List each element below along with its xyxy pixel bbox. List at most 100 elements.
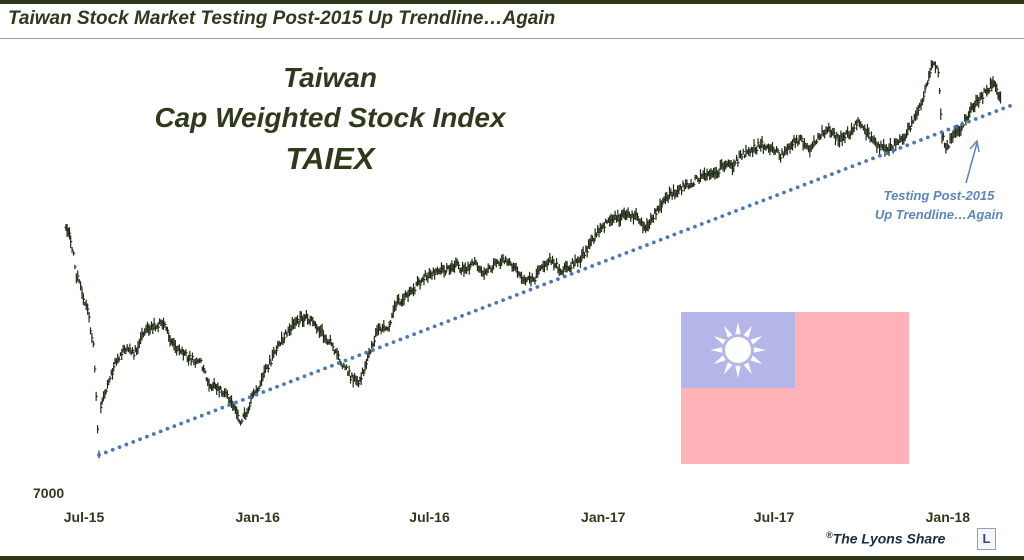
trendline-dot: [603, 258, 608, 263]
trendline-dot: [562, 274, 567, 279]
trendline-dot: [275, 384, 279, 389]
trendline-dot: [740, 206, 745, 211]
trendline-dot: [583, 266, 588, 271]
chart-title-line-3: TAIEX: [285, 141, 375, 176]
trendline-dot: [494, 300, 499, 305]
trendline-dot: [501, 298, 506, 303]
trendline-dot: [234, 400, 238, 405]
trendline-dot: [645, 243, 649, 247]
trendline-dot: [843, 166, 848, 171]
credit-text: The Lyons Share: [832, 530, 946, 547]
trendline-dot: [809, 180, 814, 184]
trendline-dot: [199, 413, 204, 418]
sun-ray: [713, 355, 726, 364]
trendline-dot: [857, 161, 862, 166]
trendline-dot: [131, 440, 136, 444]
trendline-dot: [432, 324, 437, 329]
trendline-dot: [261, 390, 266, 394]
trendline-dot: [227, 403, 232, 408]
trendline-dot: [686, 227, 690, 232]
trendline-dot: [508, 295, 512, 300]
trendline-dot: [836, 169, 841, 174]
trendline-dot: [439, 321, 444, 326]
sun-ray: [743, 325, 752, 338]
trendline-dot: [405, 335, 410, 339]
trendline-dot: [309, 371, 314, 376]
trendline-dot: [884, 151, 889, 156]
trendline-dot: [364, 350, 369, 355]
trendline-dot: [343, 358, 348, 363]
trendline-dot: [651, 240, 656, 245]
trendline-dot: [103, 450, 108, 455]
trendline-dot: [117, 445, 122, 450]
trendline-dot: [377, 345, 382, 350]
chart-title-line-2: Cap Weighted Stock Index: [154, 102, 506, 133]
trendline-dot: [891, 148, 896, 153]
sun-ray: [710, 347, 723, 353]
chart-title-line-1: Taiwan: [283, 62, 377, 93]
sun-ray: [735, 365, 741, 378]
taiwan-flag: [681, 312, 909, 464]
trendline-dot: [145, 434, 149, 439]
trendline-dot: [617, 253, 622, 258]
x-tick-label: Jul-15: [64, 509, 105, 525]
trendline-dot: [782, 190, 786, 195]
trendline-dot: [288, 379, 293, 384]
trendline-dot: [398, 337, 403, 342]
trendline-dot: [597, 261, 601, 266]
trendline-dot: [919, 138, 923, 142]
trendline-dot: [124, 442, 129, 447]
trendline-dot: [371, 348, 375, 352]
trendline-dot: [761, 198, 766, 203]
trendline-dot: [179, 421, 184, 426]
trendline-dot: [672, 232, 677, 237]
trendline-dot: [638, 245, 643, 250]
trendline-dot: [521, 290, 526, 295]
trendline-dot: [384, 342, 389, 347]
trendline-dot: [980, 114, 985, 119]
trendline-dot: [754, 201, 759, 205]
sun-ray: [735, 322, 741, 335]
x-tick-label: Jul-17: [754, 509, 795, 525]
trendline-dot: [816, 177, 821, 182]
trendline-dot: [967, 119, 971, 124]
trendline-dot: [905, 143, 910, 148]
sun-ray: [750, 355, 763, 364]
trendline-dot: [775, 193, 780, 198]
trendline-dot: [514, 292, 519, 297]
trendline-dot: [713, 216, 718, 221]
trendline-dot: [535, 285, 540, 289]
trendline-dot: [658, 237, 663, 242]
trendline-dot: [665, 235, 670, 240]
trendline-dot: [987, 111, 992, 116]
trendline-dot: [830, 172, 834, 177]
trendline-dot: [213, 408, 218, 413]
x-axis: Jul-15 Jan-16 Jul-16 Jan-17 Jul-17 Jan-18: [64, 509, 970, 525]
trendline-dot: [460, 313, 464, 318]
annotation-arrow-icon: [965, 139, 980, 184]
bottom-border: [0, 556, 1024, 560]
trendline-dot: [912, 140, 917, 145]
trendline-dot: [747, 203, 752, 208]
trendline-dot: [302, 374, 307, 379]
top-border: [0, 0, 1024, 4]
trendline-dot: [720, 214, 725, 219]
trendline-dot: [425, 327, 430, 331]
brand-logo-icon: L: [977, 528, 996, 550]
trendline-dot: [480, 306, 485, 310]
trendline-dot: [973, 117, 978, 121]
trendline-dot: [172, 424, 177, 429]
trendline-dot: [412, 332, 416, 337]
trendline-dot: [569, 271, 574, 276]
trendline-dot: [466, 311, 471, 316]
trendline-dot: [295, 377, 300, 381]
trendline-dot: [350, 356, 355, 360]
white-sun-icon: [710, 322, 766, 378]
trendline-dot: [528, 287, 533, 292]
trendline-dot: [556, 277, 560, 282]
trendline-dot: [165, 426, 170, 431]
trendline-dot: [220, 405, 225, 410]
sun-ray: [753, 347, 766, 353]
